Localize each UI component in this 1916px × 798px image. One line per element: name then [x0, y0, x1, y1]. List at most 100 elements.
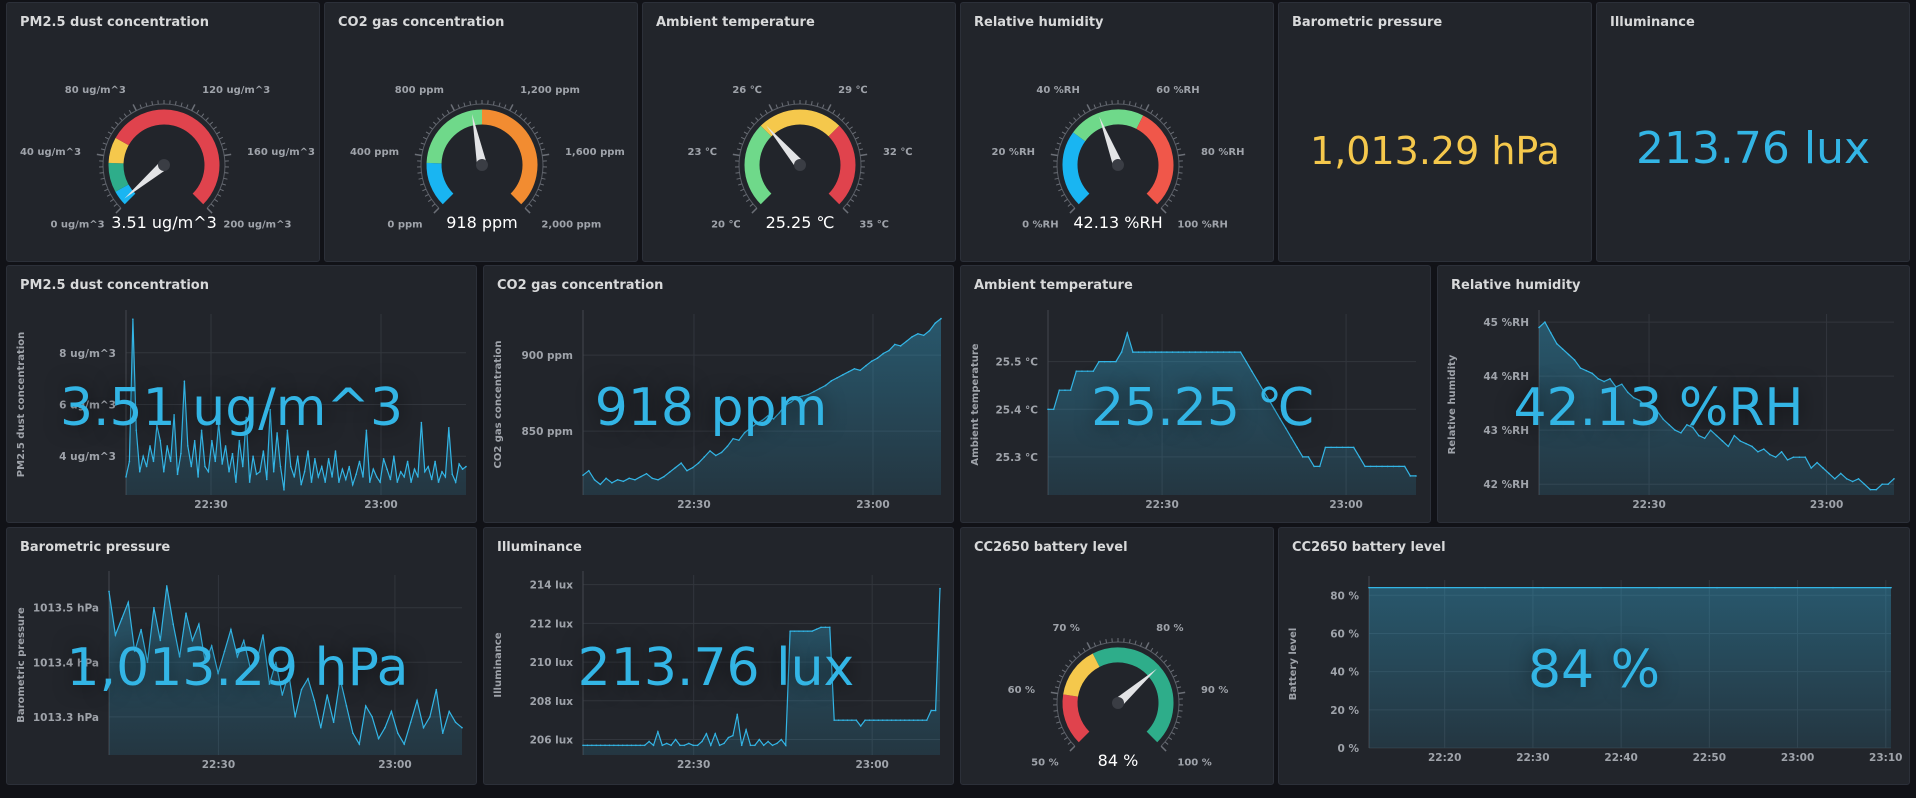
y-tick-label: 40 % — [1330, 667, 1359, 679]
data-point — [1863, 483, 1866, 485]
data-point — [355, 473, 357, 476]
data-point — [393, 455, 395, 458]
data-point — [454, 721, 457, 724]
data-point — [899, 345, 902, 347]
timeseries-chart[interactable]: 1013.3 hPa 1013.4 hPa 1013.5 hPa 22:30 23:00… — [7, 528, 477, 785]
timeseries-chart[interactable]: 0 % 20 % 40 % 60 % 80 % 22:20 22:30 22:40 22:50 2… — [1279, 528, 1910, 785]
stat-panel-illuminance[interactable]: Illuminance 213.76 lux — [1596, 2, 1910, 262]
gauge-tick — [1067, 741, 1072, 745]
x-tick-label: 22:30 — [194, 499, 227, 511]
data-point — [1290, 437, 1293, 439]
gauge-tick — [518, 113, 523, 118]
data-point — [1335, 446, 1338, 449]
gauge-tick — [1056, 680, 1061, 683]
data-point — [375, 476, 378, 478]
data-point — [283, 489, 285, 491]
gauge-tick — [846, 203, 851, 207]
data-point — [745, 729, 747, 731]
gauge-panel-humidity[interactable]: Relative humidity 0 %RH 20 %RH 40 %RH 60 %R… — [960, 2, 1274, 262]
data-point — [1544, 321, 1546, 323]
gauge-tick — [420, 183, 425, 186]
gauge-tick — [1058, 188, 1063, 192]
data-point — [1638, 399, 1641, 402]
data-point — [934, 709, 937, 712]
gauge-panel-pm25[interactable]: PM2.5 dust concentration 0 ug/m^3 40 ug/m… — [6, 2, 320, 262]
panel-title: CC2650 battery level — [974, 540, 1128, 555]
data-point — [815, 628, 818, 630]
gauge-panel-co2[interactable]: CO2 gas concentration 0 ppm 400 ppm 800 pp… — [324, 2, 638, 262]
data-point — [1171, 351, 1174, 353]
data-point — [1609, 378, 1611, 380]
timeseries-panel-pressure[interactable]: Barometric pressure 1013.3 hPa 1013.4 hPa… — [6, 527, 477, 785]
data-point — [423, 470, 426, 473]
gauge-tick — [528, 203, 533, 207]
y-axis-label: Ambient temperature — [970, 343, 981, 465]
data-point — [262, 634, 264, 636]
gauge-tick — [1171, 193, 1176, 197]
data-point — [718, 744, 721, 747]
gauge-tick — [535, 193, 540, 197]
data-point — [628, 477, 630, 480]
timeseries-panel-co2[interactable]: CO2 gas concentration 850 ppm 900 ppm 22:3… — [483, 265, 954, 523]
data-point — [173, 414, 175, 416]
gauge-panel-battery[interactable]: CC2650 battery level 50 % 60 % 70 % 80 % 90 … — [960, 527, 1274, 785]
data-point — [1804, 456, 1807, 458]
data-point — [268, 683, 271, 685]
gauge-tick — [1134, 640, 1137, 645]
data-point — [352, 732, 354, 734]
data-point — [430, 478, 433, 481]
data-point — [639, 475, 642, 478]
timeseries-panel-battery[interactable]: CC2650 battery level 0 % 20 % 40 % 60 % 80 %… — [1278, 527, 1910, 785]
gauge-tick — [749, 203, 754, 207]
data-point — [846, 719, 849, 721]
gauge-hub — [1112, 159, 1124, 171]
data-point — [859, 369, 861, 372]
data-point — [824, 384, 827, 387]
gauge-tick — [1175, 142, 1180, 145]
gauge-tick — [418, 148, 424, 151]
data-point — [1222, 351, 1225, 353]
data-point — [454, 481, 457, 483]
gauge-panel-temperature[interactable]: Ambient temperature 20 ℃ 23 ℃ 26 ℃ 29 ℃ 32 ℃… — [642, 2, 956, 262]
data-point — [1887, 483, 1889, 485]
data-point — [231, 452, 234, 455]
gauge-tick — [1178, 153, 1186, 157]
timeseries-panel-pm25[interactable]: PM2.5 dust concentration 4 ug/m^3 6 ug/m^… — [6, 265, 477, 523]
stat-panel-pressure[interactable]: Barometric pressure 1,013.29 hPa — [1278, 2, 1592, 262]
data-point — [1621, 383, 1623, 386]
data-point — [1680, 432, 1682, 434]
data-point — [859, 725, 862, 727]
timeseries-panel-temperature[interactable]: Ambient temperature 25.3 °C 25.4 °C 25.5 °… — [960, 265, 1431, 523]
data-point — [755, 422, 758, 425]
data-point — [266, 478, 268, 481]
data-point — [272, 470, 275, 473]
gauge-tick — [1159, 655, 1163, 659]
data-point — [396, 481, 399, 483]
data-point — [1716, 586, 1718, 589]
gauge-tick — [218, 136, 224, 140]
gauge-tick — [1061, 669, 1066, 673]
data-point — [245, 416, 248, 419]
gauge-tick — [174, 101, 177, 106]
data-point — [1386, 465, 1389, 468]
data-point — [461, 726, 463, 729]
data-point — [1656, 410, 1659, 413]
timeseries-panel-humidity[interactable]: Relative humidity 42 %RH 43 %RH 44 %RH 45 %… — [1437, 265, 1910, 523]
data-point — [761, 419, 763, 422]
gauge-tick — [1150, 109, 1154, 114]
data-point — [1375, 465, 1378, 468]
timeseries-chart[interactable]: 4 ug/m^36 ug/m^38 ug/m^322:30 23:00PM2.5 … — [7, 266, 477, 523]
gauge-tick — [854, 136, 860, 140]
gauge-tick — [738, 183, 743, 186]
data-point — [847, 370, 850, 373]
data-point — [135, 429, 138, 432]
timeseries-chart[interactable]: 206 lux 208 lux 210 lux 212 lux 214 lux 22:30… — [484, 528, 954, 785]
data-point — [1149, 351, 1151, 353]
data-point — [417, 476, 419, 478]
timeseries-panel-illuminance[interactable]: Illuminance 206 lux 208 lux 210 lux 212 lux… — [483, 527, 954, 785]
data-point — [187, 445, 189, 447]
data-point — [146, 661, 149, 664]
